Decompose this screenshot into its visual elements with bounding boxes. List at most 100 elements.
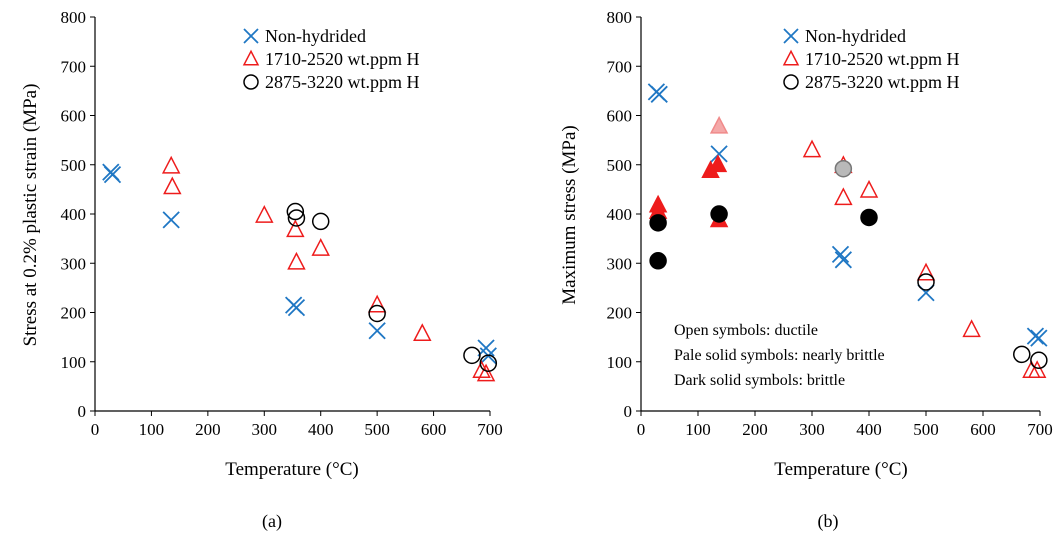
y-tick-label: 300 (61, 254, 87, 273)
legend-label: 2875-3220 wt.ppm H (265, 72, 420, 92)
y-tick-label: 700 (61, 57, 87, 76)
data-point-circle (834, 159, 853, 178)
panel-a-ticks: 0 100 200 300 400 500 600 700 800 0 100 200 300 400 50… (61, 8, 503, 439)
x-tick-label: 700 (477, 420, 503, 439)
y-tick-label: 400 (61, 205, 87, 224)
x-tick-label: 700 (1027, 420, 1053, 439)
data-point-x (831, 245, 850, 264)
y-tick-label: 600 (607, 107, 633, 126)
data-point-x (103, 165, 122, 184)
y-tick-label: 100 (61, 353, 87, 372)
x-tick-label: 300 (252, 420, 278, 439)
x-tick-label: 200 (195, 420, 221, 439)
panel-b-y-axis-label: Maximum stress (MPa) (559, 125, 580, 304)
data-point-circle (860, 208, 878, 227)
legend-marker-circle (243, 74, 259, 90)
data-point-circle (463, 346, 481, 365)
data-point-circle (368, 304, 386, 323)
x-tick-label: 400 (308, 420, 334, 439)
data-point-x (162, 211, 180, 229)
data-point-circle (649, 214, 667, 232)
y-tick-label: 200 (61, 304, 87, 323)
data-point-triangle (708, 154, 728, 173)
panel-a-legend: Non-hydrided 1710-2520 wt.ppm H 2875-3220 … (242, 26, 420, 92)
data-point-triangle (163, 176, 182, 195)
panel-a-y-axis-label: Stress at 0.2% plastic strain (MPa) (20, 84, 41, 347)
data-point-triangle (834, 187, 853, 206)
annotation-nearly-brittle: Pale solid symbols: nearly brittle (674, 347, 885, 364)
data-point-triangle (311, 238, 330, 256)
panel-b-label: (b) (818, 511, 839, 532)
legend-label: 1710-2520 wt.ppm H (805, 49, 960, 69)
data-point-triangle (859, 179, 879, 198)
y-tick-label: 400 (607, 205, 633, 224)
data-point-x (1026, 327, 1045, 345)
panel-a-data-points (102, 155, 498, 382)
data-point-triangle (476, 363, 496, 382)
data-point-x (1030, 329, 1048, 347)
legend-label: 1710-2520 wt.ppm H (265, 49, 420, 69)
panel-a-x-axis-label: Temperature (°C) (225, 459, 358, 480)
data-point-circle (286, 202, 305, 221)
data-point-triangle (472, 360, 491, 378)
data-point-circle (710, 205, 728, 223)
data-point-circle (1030, 351, 1048, 370)
legend-marker-triangle (242, 49, 260, 66)
x-tick-label: 300 (799, 420, 825, 439)
x-tick-label: 0 (637, 420, 646, 439)
y-tick-label: 300 (607, 254, 633, 273)
panel-a: 0 100 200 300 400 500 600 700 800 0 100 200 300 400 50… (20, 8, 503, 532)
data-point-x (834, 251, 852, 269)
x-tick-label: 400 (856, 420, 882, 439)
annotation-ductile: Open symbols: ductile (674, 322, 818, 339)
panel-b: 0 100 200 300 400 500 600 700 800 0 100 200 300 400 50… (559, 8, 1053, 532)
panel-a-label: (a) (262, 511, 282, 532)
x-tick-label: 600 (970, 420, 996, 439)
data-point-x (650, 85, 668, 103)
panel-b-x-axis-label: Temperature (°C) (774, 459, 907, 480)
annotation-brittle: Dark solid symbols: brittle (674, 372, 845, 389)
data-point-triangle (287, 251, 306, 270)
y-tick-label: 700 (607, 57, 633, 76)
data-point-x (710, 145, 728, 163)
data-point-triangle (1027, 360, 1047, 378)
data-point-triangle (161, 155, 181, 174)
data-point-triangle (286, 219, 305, 238)
data-point-circle (479, 354, 498, 372)
data-point-circle (1013, 345, 1031, 364)
x-tick-label: 0 (91, 420, 100, 439)
y-tick-label: 0 (624, 402, 633, 421)
data-point-circle (287, 209, 306, 227)
data-point-triangle (802, 139, 822, 158)
y-tick-label: 100 (607, 353, 633, 372)
legend-label: 2875-3220 wt.ppm H (805, 72, 960, 92)
x-tick-label: 200 (742, 420, 768, 439)
y-tick-label: 600 (61, 107, 87, 126)
data-point-triangle (962, 319, 981, 338)
panel-b-annotations: Open symbols: ductile Pale solid symbols… (674, 322, 885, 389)
data-point-triangle (255, 205, 274, 223)
x-tick-label: 100 (139, 420, 165, 439)
legend-marker-circle (783, 74, 799, 90)
data-point-triangle (916, 262, 936, 281)
data-point-x (287, 298, 306, 317)
y-tick-label: 200 (607, 304, 633, 323)
panel-b-ticks: 0 100 200 300 400 500 600 700 800 0 100 200 300 400 50… (607, 8, 1053, 439)
data-point-circle (917, 273, 935, 291)
x-tick-label: 600 (421, 420, 447, 439)
data-point-circle (311, 212, 330, 231)
y-tick-label: 800 (607, 8, 633, 27)
data-point-circle (649, 252, 667, 270)
panel-b-data-points (647, 83, 1048, 378)
legend-label: Non-hydrided (265, 26, 366, 46)
legend-marker-x (783, 28, 799, 44)
data-point-x (368, 322, 386, 340)
x-tick-label: 100 (685, 420, 711, 439)
y-tick-label: 800 (61, 8, 87, 27)
data-point-triangle (709, 115, 729, 134)
data-point-triangle (367, 294, 387, 313)
legend-label: Non-hydrided (805, 26, 906, 46)
x-tick-label: 500 (364, 420, 390, 439)
y-tick-label: 500 (607, 156, 633, 175)
